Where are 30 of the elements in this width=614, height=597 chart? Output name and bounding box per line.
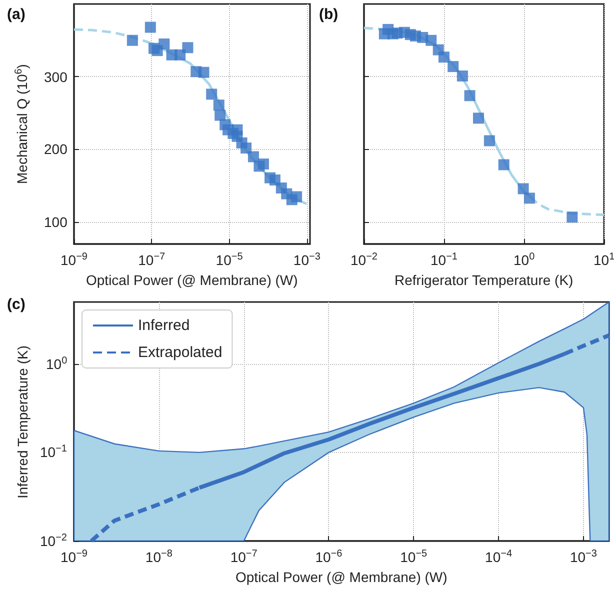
x-tick-label: 10$^{−4}$	[485, 548, 512, 565]
y-tick-label: 200	[44, 141, 68, 158]
x-axis-title: Refrigerator Temperature (K)	[394, 272, 574, 288]
y-tick-label: 10$^{−1}$	[40, 444, 67, 460]
y-tick-label: 10$^{0}$	[46, 355, 68, 372]
x-tick-label: 10$^{−5}$	[216, 251, 243, 268]
x-tick-label: 10$^{−7}$	[138, 251, 166, 268]
chart-title: (a)	[7, 6, 26, 23]
legend-label: Extrapolated	[138, 344, 222, 361]
x-tick-label: 10$^{−1}$	[430, 251, 458, 268]
x-tick-label: 10$^{−9}$	[60, 548, 88, 565]
x-tick-label: 10$^{−3}$	[570, 548, 597, 565]
x-tick-label: 10$^{1}$	[594, 251, 614, 268]
x-tick-label: 10$^{−9}$	[60, 251, 88, 268]
x-tick-label: 10$^{−8}$	[145, 548, 172, 565]
chart-title: (c)	[7, 296, 26, 313]
y-tick-label: 100	[44, 214, 68, 230]
chart-title: (b)	[319, 6, 338, 23]
y-tick-label: 10$^{−2}$	[40, 532, 67, 549]
y-tick-label: 300	[44, 68, 68, 85]
x-axis-title: Optical Power (@ Membrane) (W)	[86, 272, 298, 288]
x-tick-label: 10$^{−2}$	[350, 251, 378, 268]
x-tick-label: 10$^{−3}$	[293, 251, 320, 268]
x-tick-label: 10$^{−6}$	[315, 548, 342, 565]
legend-label: Inferred	[138, 317, 190, 334]
x-axis-title: Optical Power (@ Membrane) (W)	[236, 569, 448, 585]
x-tick-label: 10$^{−7}$	[230, 548, 258, 565]
y-axis-title: Inferred Temperature (K)	[14, 344, 30, 498]
x-tick-label: 10$^{−5}$	[400, 548, 428, 565]
x-tick-label: 10$^{0}$	[514, 251, 535, 268]
